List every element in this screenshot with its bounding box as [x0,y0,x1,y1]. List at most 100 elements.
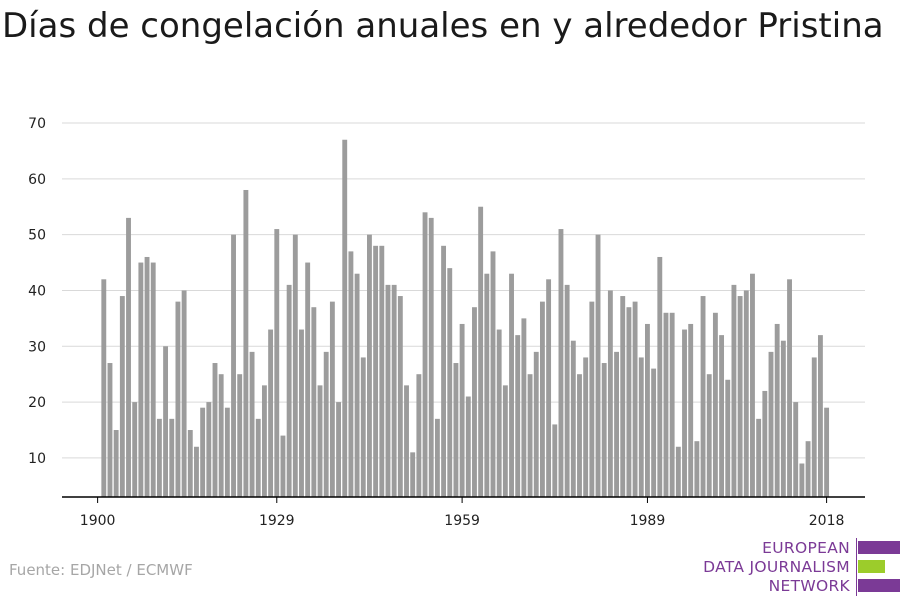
source-note: Fuente: EDJNet / ECMWF [9,561,193,579]
bar [447,268,453,497]
bar [181,290,187,497]
bar [632,301,638,497]
bar [743,290,749,497]
bar [274,229,280,498]
bar [472,307,477,497]
logo-line-european: EUROPEAN [762,539,850,557]
axes: 10 20 30 40 50 60 70 1900 1929 1959 1989 2018 [28,116,865,529]
bar [651,368,657,497]
bar [422,212,428,498]
bar [397,296,403,497]
bar [453,363,459,497]
bar [428,217,434,498]
bar [311,307,317,497]
bar [731,284,737,497]
bar [292,234,298,497]
x-tick-label: 1900 [80,513,116,529]
x-tick-label: 2018 [809,513,845,529]
bar [527,374,533,497]
y-tick-label: 70 [28,116,46,132]
bar [323,351,329,497]
bar [762,390,768,497]
bar [719,335,725,497]
bar [212,363,218,497]
bar [793,402,799,497]
bar [163,346,169,497]
bar [367,234,372,497]
bar [737,296,743,497]
bar [113,430,119,497]
bar [712,312,718,497]
bar [410,452,416,497]
bar [194,446,199,497]
bar [465,396,471,497]
bar [175,301,181,497]
bar [200,407,206,497]
bar [101,279,107,497]
y-tick-label: 60 [28,172,46,188]
chart-title: Días de congelación anuales en y alreded… [2,6,884,46]
bar [682,329,687,497]
y-tick-label: 20 [28,395,46,411]
bar [657,256,663,497]
bar [614,351,619,497]
bar [255,418,261,497]
bar [373,245,379,497]
bar [577,374,582,497]
bar [156,418,162,497]
bar [595,234,601,497]
bar [824,407,830,497]
bar [243,189,249,497]
logo-bar-purple-bottom [858,579,900,592]
bar [750,273,755,497]
bar [231,234,236,497]
bar [490,251,496,497]
y-tick-label: 30 [28,339,46,355]
bar [564,284,570,497]
bar [780,340,786,497]
bar [206,402,212,497]
bar [805,441,811,497]
bar [280,435,286,497]
bar [706,374,712,497]
bar [620,296,626,497]
bar [626,307,632,497]
logo-divider [856,538,857,596]
logo-bar-green-middle [858,560,885,573]
bar [138,262,144,497]
bar [601,363,607,497]
bar [589,301,595,497]
x-tick-label: 1929 [259,513,295,529]
bar [694,441,700,497]
bar [496,329,502,497]
bar [552,424,558,497]
bar [515,335,521,497]
bar [558,229,564,498]
bar [700,296,706,497]
bar [107,363,113,497]
bar [607,290,613,497]
bar [645,323,650,497]
bar [521,318,527,497]
bar [434,418,440,497]
bars [101,139,830,498]
bar [811,357,817,497]
bar [268,329,274,497]
bar [774,323,780,497]
bar [249,351,255,497]
bar [348,251,354,497]
edjnet-logo[interactable]: EUROPEAN DATA JOURNALISM NETWORK [700,538,900,596]
bar [570,340,576,497]
bar [336,402,341,497]
bar [441,245,447,497]
bar [459,323,465,497]
bar [299,329,304,497]
bar [638,357,644,497]
bar [533,351,539,497]
bar [150,262,156,497]
bar [169,418,175,497]
bar [787,279,792,497]
x-tick-label: 1989 [630,513,666,529]
bar [768,351,774,497]
bar [509,273,514,497]
